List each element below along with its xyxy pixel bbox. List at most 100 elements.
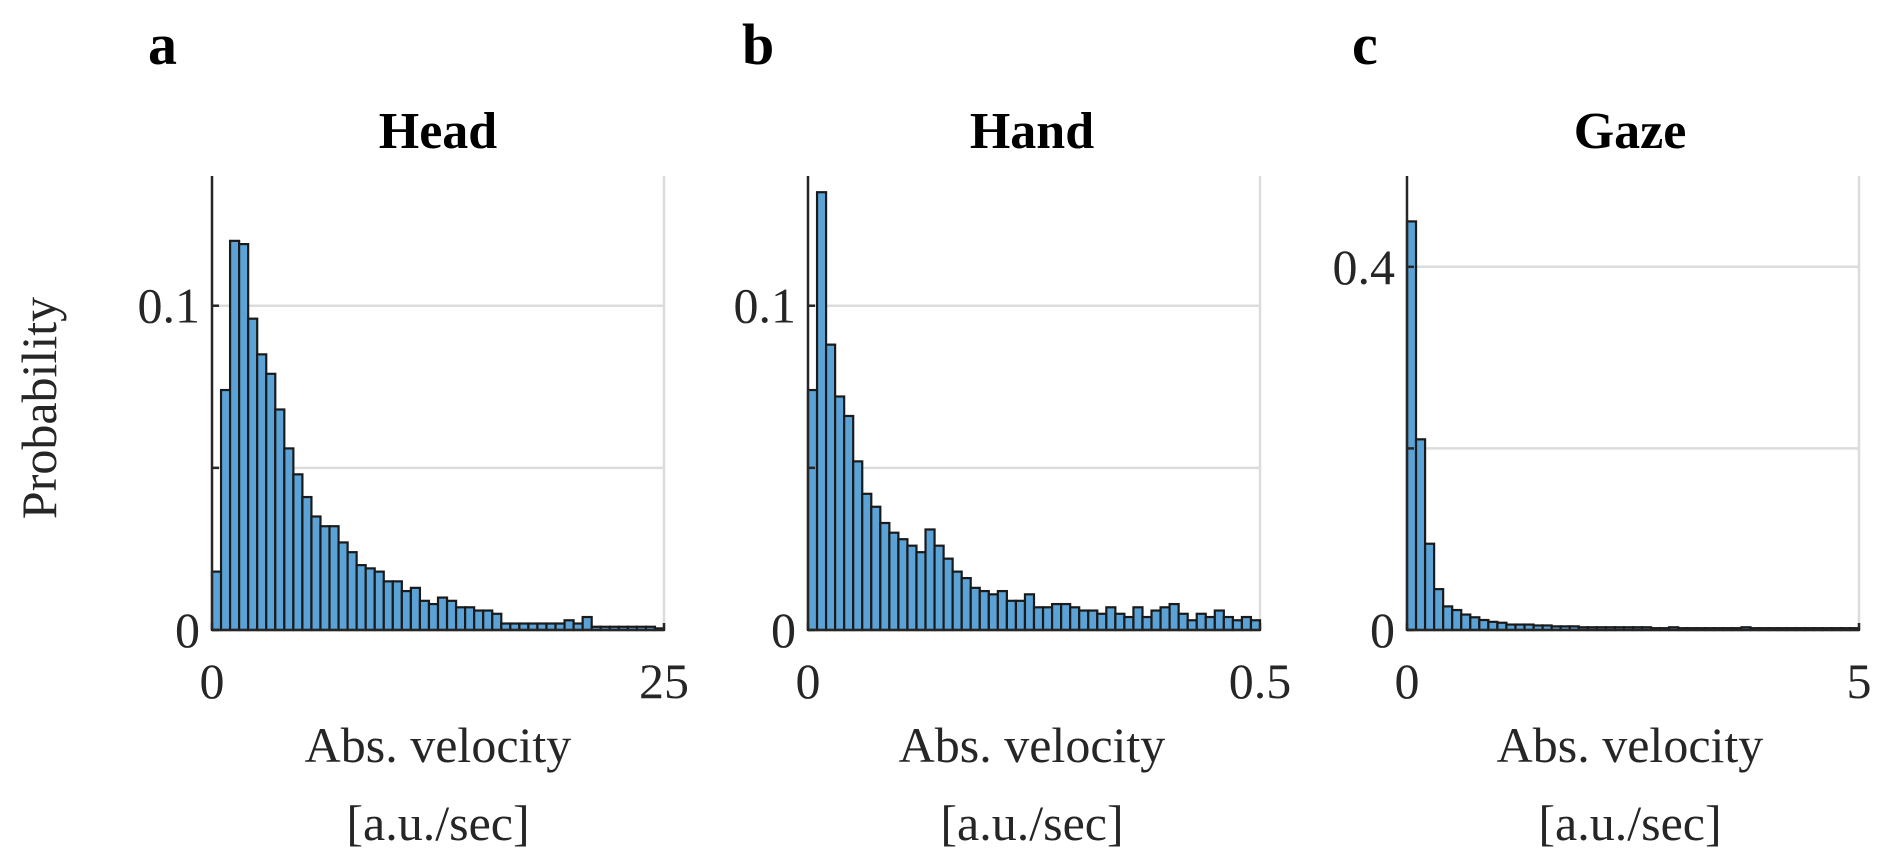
histogram-bar — [1177, 612, 1189, 632]
histogram-bar — [996, 589, 1008, 632]
panel-title: Gaze — [1574, 103, 1687, 160]
histogram-bar — [915, 551, 927, 632]
histogram-bar — [978, 589, 990, 632]
histogram-bar — [346, 551, 358, 632]
x-axis-label-line1: Abs. velocity — [899, 717, 1166, 773]
histogram-bar — [969, 586, 981, 632]
histogram-bar — [464, 606, 476, 632]
histogram-bar — [1478, 618, 1490, 632]
x-axis-label-line1: Abs. velocity — [305, 717, 572, 773]
histogram-bar — [1460, 613, 1472, 632]
histogram-bar — [861, 492, 873, 632]
histogram-bar — [382, 580, 394, 632]
histogram-bar — [924, 528, 936, 632]
histogram-bar — [265, 372, 277, 632]
histogram-bar — [337, 541, 349, 632]
x-tick-label: 0 — [1395, 653, 1420, 709]
histogram-bar — [238, 243, 250, 632]
histogram-bar — [1414, 438, 1427, 632]
histogram-bar — [310, 515, 322, 632]
histogram-bar — [1186, 619, 1198, 632]
histogram-bar — [1123, 615, 1135, 632]
histogram-bar — [1096, 612, 1108, 632]
histogram-bar — [1213, 609, 1225, 632]
x-tick-label: 25 — [639, 653, 689, 709]
histogram-bar — [319, 525, 331, 632]
histogram-bar — [210, 570, 223, 632]
histogram-bar — [852, 460, 864, 632]
histogram-bar — [1249, 619, 1262, 632]
histogram-bar — [1195, 612, 1207, 632]
panel-b: b Hand 00.1 0 0.5 Abs. velocity [a.u./sec… — [734, 12, 1292, 851]
panel-letter: b — [742, 12, 774, 77]
histogram-bar — [364, 567, 376, 632]
histogram-bar — [400, 589, 412, 632]
x-axis-label-line2: [a.u./sec] — [346, 795, 529, 851]
x-tick-label: 5 — [1847, 653, 1872, 709]
histogram-bar — [834, 395, 846, 632]
histogram-bar — [292, 473, 304, 632]
histogram-bars — [210, 239, 666, 632]
histogram-bar — [373, 570, 385, 632]
histogram-bar — [843, 414, 855, 632]
histogram-bar — [491, 612, 503, 632]
histogram-bars — [806, 191, 1262, 632]
histogram-bar — [1050, 602, 1063, 632]
histogram-bar — [1078, 609, 1090, 632]
histogram-bar — [247, 317, 259, 632]
histogram-bar — [409, 586, 422, 632]
histogram-bar — [328, 525, 340, 632]
histogram-bar — [933, 544, 945, 632]
histogram-bar — [1204, 615, 1216, 632]
histogram-bar — [283, 447, 295, 632]
histogram-bar — [436, 596, 449, 632]
histogram-bar — [897, 538, 909, 632]
gridlines — [808, 176, 1262, 630]
x-axis-label-line2: [a.u./sec] — [1538, 795, 1721, 851]
x-tick-label: 0 — [796, 653, 821, 709]
panel-letter: a — [148, 12, 177, 77]
histogram-bar — [563, 619, 575, 632]
histogram-bar — [454, 606, 467, 632]
histogram-bar — [427, 602, 440, 632]
histogram-bar — [1405, 220, 1418, 632]
gridlines — [1407, 176, 1861, 630]
histogram-bar — [1451, 608, 1463, 632]
panel-letter: c — [1352, 12, 1378, 77]
histogram-bar — [824, 343, 837, 632]
histogram-bar — [256, 353, 268, 632]
histogram-bar — [1114, 612, 1126, 632]
x-tick-label: 0 — [200, 653, 225, 709]
histogram-bar — [1023, 593, 1036, 632]
histogram-bar — [482, 609, 494, 632]
histogram-bar — [1014, 599, 1027, 632]
x-tick-label: 0.5 — [1229, 653, 1292, 709]
histogram-bar — [1240, 615, 1253, 632]
histogram-bar — [445, 599, 458, 632]
histogram-bar — [906, 544, 918, 632]
y-tick-label: 0 — [175, 602, 200, 658]
histogram-bar — [473, 609, 485, 632]
x-axis-label-line2: [a.u./sec] — [940, 795, 1123, 851]
histogram-bar — [301, 495, 313, 632]
y-axis-label: Probability — [11, 297, 67, 519]
histogram-bar — [1069, 606, 1081, 632]
histogram-bar — [228, 239, 241, 632]
histogram-bar — [960, 577, 972, 632]
x-ticks: 0 0.5 — [796, 623, 1292, 709]
histogram-bar — [1150, 609, 1162, 632]
y-tick-label: 0.1 — [138, 278, 201, 334]
y-tick-label: 0.4 — [1333, 239, 1396, 295]
histogram-bar — [1032, 606, 1045, 632]
histogram-bar — [391, 580, 403, 632]
y-tick-label: 0.1 — [734, 278, 797, 334]
histogram-bar — [1141, 615, 1153, 632]
histogram-bar — [1423, 542, 1436, 632]
histogram-bar — [1222, 615, 1234, 632]
y-ticks: 00.4 — [1333, 239, 1414, 658]
y-ticks: 00.1 — [734, 278, 815, 658]
histogram-bar — [1060, 602, 1072, 632]
histogram-bar — [274, 408, 286, 632]
